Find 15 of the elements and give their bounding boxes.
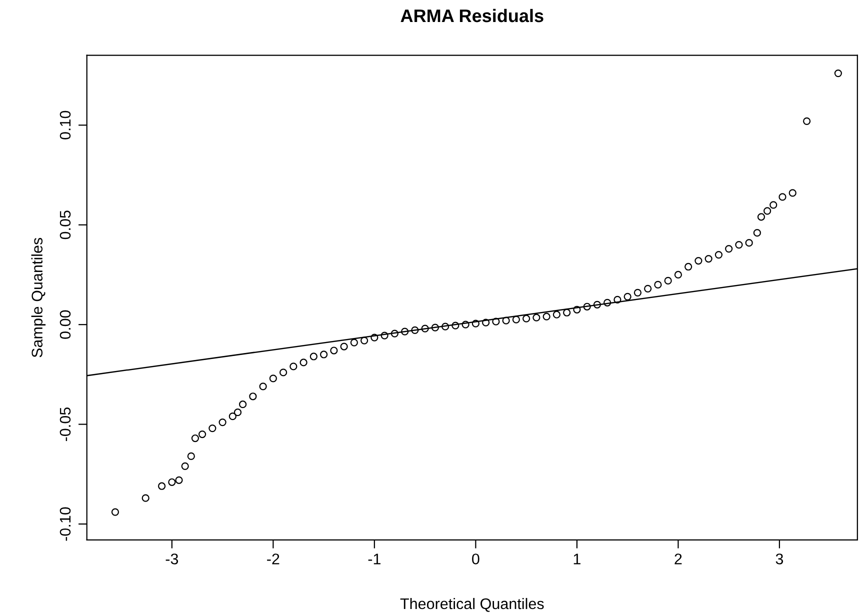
y-tick-label: -0.05 (60, 408, 71, 442)
x-tick-label: -2 (267, 554, 280, 564)
y-tick-label: -0.10 (60, 507, 71, 541)
y-tick-label: 0.00 (60, 310, 71, 339)
y-axis-title: Sample Quantiles (31, 238, 46, 358)
y-tick-label: 0.10 (60, 110, 71, 140)
x-tick-label: 1 (574, 554, 580, 564)
x-tick-label: 3 (776, 554, 784, 564)
x-axis-title: Theoretical Quantiles (400, 598, 544, 612)
y-tick-label: 0.05 (60, 210, 71, 240)
x-tick-label: 0 (472, 554, 480, 564)
x-tick-label: 2 (674, 554, 682, 564)
x-tick-label: -1 (368, 554, 380, 564)
chart-title: ARMA Residuals (400, 8, 544, 22)
x-tick-label: -3 (166, 554, 178, 564)
